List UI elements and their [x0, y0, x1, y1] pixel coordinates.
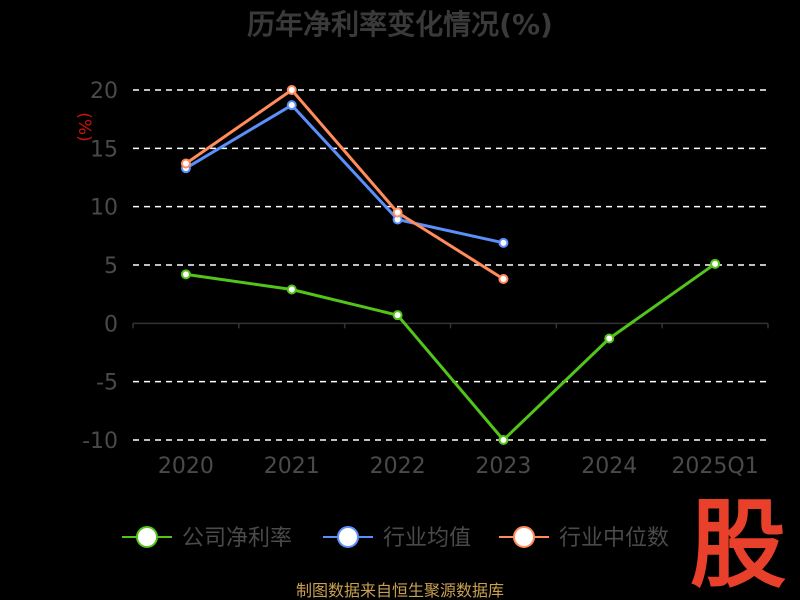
- series-line: [185, 88, 505, 281]
- brand-logo: 股: [690, 489, 786, 600]
- data-point: [498, 274, 509, 284]
- x-axis: 2020 2021 2022 2023 2024 2025Q1: [132, 322, 769, 479]
- x-tick-label: 2023: [475, 454, 531, 479]
- data-point: [180, 269, 191, 280]
- x-tick-label: 2024: [581, 454, 637, 479]
- data-point: [392, 207, 403, 218]
- legend-item: 行业均值: [323, 526, 471, 551]
- data-point: [286, 284, 297, 295]
- legend: 公司净利率 行业均值 行业中位数: [122, 526, 669, 551]
- series-lines: [180, 85, 721, 445]
- y-tick-label: 10: [90, 196, 118, 221]
- legend-item: 公司净利率: [122, 526, 292, 551]
- chart-title: 历年净利率变化情况(%): [247, 8, 553, 41]
- data-point: [710, 258, 721, 269]
- legend-label: 公司净利率: [182, 526, 292, 551]
- series-line: [185, 262, 716, 442]
- x-tick-label: 2025Q1: [671, 454, 758, 479]
- x-tick-label: 2022: [370, 454, 426, 479]
- x-tick-label: 2020: [158, 454, 214, 479]
- legend-item: 行业中位数: [499, 526, 669, 551]
- data-point: [498, 435, 509, 445]
- data-source-footer: 制图数据来自恒生聚源数据库: [296, 581, 504, 600]
- series-0: [180, 258, 721, 445]
- y-axis-ticks: 20 15 10 5 0 -5 -10: [82, 79, 118, 454]
- grid-lines: [133, 89, 768, 441]
- legend-marker: [136, 526, 158, 548]
- y-tick-label: 5: [104, 254, 118, 279]
- y-tick-label: 20: [90, 79, 118, 104]
- legend-marker: [513, 526, 535, 548]
- legend-marker: [337, 526, 359, 548]
- data-point: [604, 333, 615, 344]
- legend-label: 行业中位数: [559, 526, 669, 551]
- data-point: [498, 237, 509, 248]
- series-line: [185, 103, 504, 245]
- y-axis-unit-label: (%): [74, 112, 94, 141]
- y-tick-label: 0: [104, 312, 118, 337]
- y-tick-label: -5: [96, 371, 118, 396]
- data-point: [392, 310, 403, 321]
- y-tick-label: -10: [82, 429, 118, 454]
- series-2: [180, 85, 509, 284]
- x-tick-label: 2021: [264, 454, 320, 479]
- data-point: [180, 158, 191, 169]
- y-tick-label: 15: [90, 137, 118, 162]
- data-point: [286, 100, 297, 111]
- legend-label: 行业均值: [383, 526, 471, 551]
- series-1: [180, 100, 509, 248]
- data-point: [286, 85, 297, 95]
